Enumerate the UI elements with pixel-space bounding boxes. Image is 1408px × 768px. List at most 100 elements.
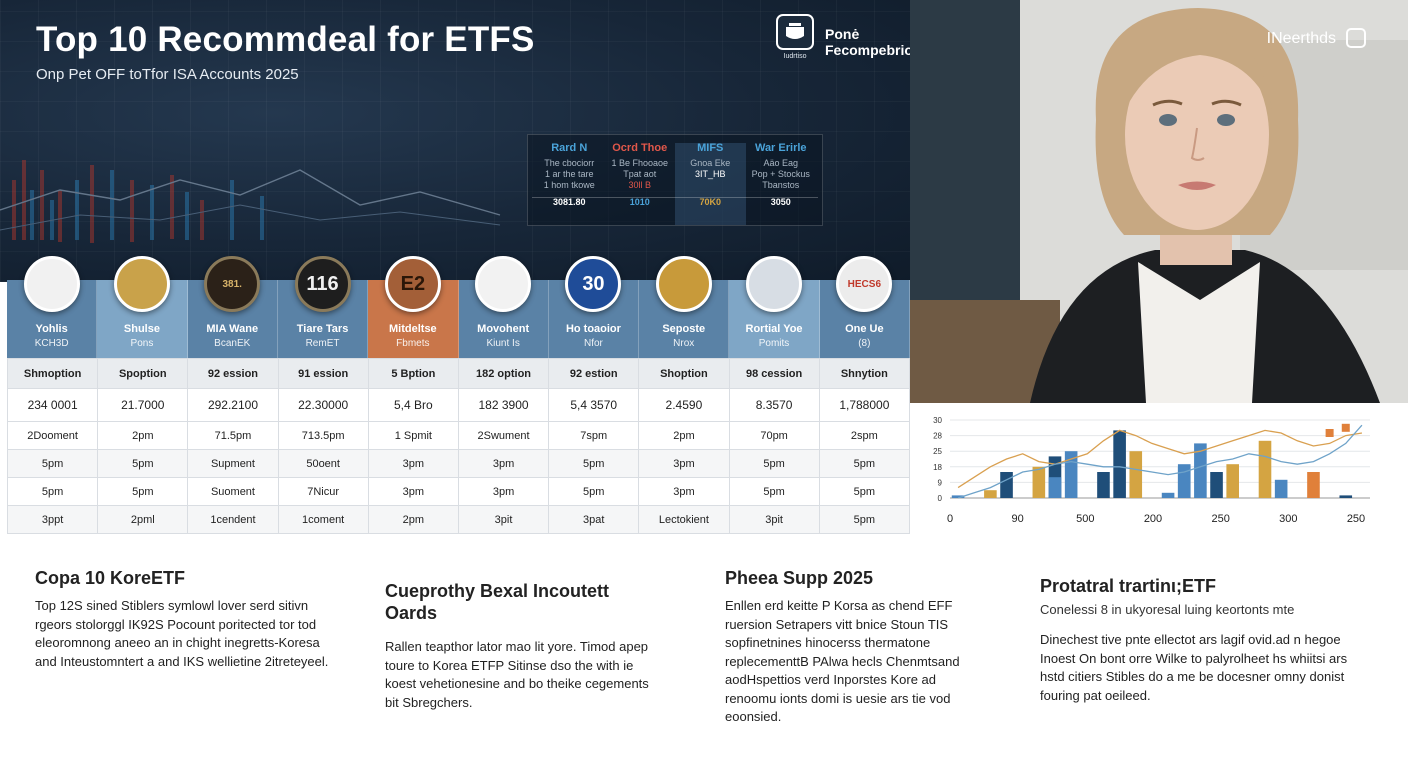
table-cell: 5pm bbox=[6, 477, 99, 506]
mini-column-value: 3050 bbox=[770, 197, 791, 207]
table-cell: 2pm bbox=[97, 421, 189, 450]
chart-bar bbox=[1064, 451, 1078, 498]
table-cell: 234 0001 bbox=[6, 388, 99, 422]
hero-banner: Top 10 Recommdeal for ETFS Onp Pet OFF t… bbox=[0, 0, 910, 282]
mini-column-line: The cbociorr bbox=[544, 158, 595, 168]
chart-x-tick-label: 300 bbox=[1279, 513, 1297, 525]
mini-column: Ocrd Thoe 1 Be Fhooaoe Tpat aot 30ll B 1… bbox=[605, 143, 676, 225]
fund-card[interactable]: Movohent Kiunt Is bbox=[458, 256, 549, 358]
chart-bar bbox=[1000, 472, 1013, 498]
fund-name: Seposte bbox=[662, 323, 706, 335]
chart-bar bbox=[1097, 472, 1110, 498]
chart-y-tick-label: 0 bbox=[938, 494, 943, 503]
chart-bar bbox=[1032, 466, 1046, 498]
logo-mark bbox=[776, 14, 814, 50]
fund-card[interactable]: 116 Tiare Tars RemET bbox=[277, 256, 369, 358]
table-cell: 1coment bbox=[277, 505, 369, 534]
article-heading: Protatral trartinι;ETF bbox=[1040, 576, 1217, 596]
table-cell: 2Swument bbox=[457, 421, 550, 450]
table-cell: 5pm bbox=[548, 477, 640, 506]
presenter-illustration bbox=[910, 0, 1408, 403]
article-column: Pheea Supp 2025 Enllen erd keitte P Kors… bbox=[725, 567, 990, 727]
article-heading: Pheea Supp 2025 bbox=[725, 568, 874, 588]
chart-x-tick-label: 250 bbox=[1347, 513, 1365, 525]
fund-name: Ho toaoior bbox=[565, 323, 621, 335]
fund-card[interactable]: Shulse Pons bbox=[97, 256, 188, 358]
fund-code: BcanEK bbox=[214, 338, 251, 349]
fund-code: (8) bbox=[858, 338, 871, 349]
table-cell: 5pm bbox=[97, 449, 189, 478]
fund-code: RemET bbox=[305, 338, 340, 349]
fund-code: Nrox bbox=[673, 338, 695, 349]
fund-card[interactable]: 381. MIA Wane BcanEK bbox=[187, 256, 278, 358]
table-cell: 2.4590 bbox=[638, 388, 730, 422]
fund-code: Pomits bbox=[758, 338, 790, 349]
chart-y-tick-label: 30 bbox=[933, 416, 942, 425]
table-cell: 91 ession bbox=[277, 358, 369, 389]
fund-card[interactable]: Seposte Nrox bbox=[639, 256, 730, 358]
table-cell: 5pm bbox=[548, 449, 640, 478]
article-heading: Copa 10 KoreETF bbox=[35, 568, 186, 588]
fund-card[interactable]: HECS6 One Ue (8) bbox=[819, 256, 910, 358]
mini-column-line: Tbanstos bbox=[762, 180, 800, 190]
chart-bar bbox=[1210, 472, 1223, 498]
article-body: Enllen erd keitte P Korsa as chend EFF r… bbox=[725, 598, 960, 724]
mini-column-spacer bbox=[675, 180, 746, 191]
chart-x-tick-label: 250 bbox=[1211, 513, 1229, 525]
table-cell: 1,788000 bbox=[818, 388, 911, 422]
mini-column-line: Pop + Stockus bbox=[751, 169, 810, 179]
table-cell: 5,4 Bro bbox=[367, 388, 459, 422]
fund-logo-icon bbox=[23, 256, 80, 312]
table-cell: 92 ession bbox=[187, 358, 279, 389]
chart-bar bbox=[1113, 430, 1126, 498]
presenter-photo: INeerthds bbox=[910, 0, 1408, 403]
chart-bar bbox=[1274, 479, 1288, 498]
table-cell: 3pm bbox=[457, 477, 550, 506]
fund-name: Tiare Tars bbox=[296, 323, 349, 335]
page-title: Top 10 Recommdeal for ETFS bbox=[36, 20, 535, 59]
article-heading: Cueprothy Bexal Incoutett Oards bbox=[385, 581, 610, 623]
fund-code: Kiunt Is bbox=[486, 338, 520, 349]
table-cell: 21.7000 bbox=[97, 388, 189, 422]
table-row: 234 0001 21.7000 292.2100 22.30000 5,4 Bro 18… bbox=[6, 388, 911, 422]
table-header-row: Shmoption Spoption 92 ession 91 ession 5 Bpt… bbox=[6, 358, 911, 389]
chart-x-tick-label: 500 bbox=[1076, 513, 1094, 525]
table-cell: 22.30000 bbox=[277, 388, 369, 422]
logo-text: Ponė Fecompebriow bbox=[825, 26, 910, 58]
fund-card[interactable]: Rortial Yoe Pomits bbox=[729, 256, 820, 358]
fund-logo-icon: HECS6 bbox=[836, 256, 893, 312]
fund-code: Pons bbox=[130, 338, 154, 349]
article-column: Protatral trartinι;ETF Conelessi 8 in uk… bbox=[1040, 575, 1350, 705]
chart-y-tick-label: 28 bbox=[933, 432, 942, 441]
mini-column-line: Gnoa Eke bbox=[690, 158, 731, 168]
table-cell: 3pat bbox=[548, 505, 640, 534]
table-cell: 182 option bbox=[457, 358, 550, 389]
mini-column: Rard N The cbociorr 1 ar the tare 1 hom … bbox=[534, 143, 605, 225]
mini-column-heading: Ocrd Thoe bbox=[612, 142, 668, 154]
table-cell: 98 cession bbox=[728, 358, 820, 389]
fund-card[interactable]: 30 Ho toaoior Nfor bbox=[548, 256, 640, 358]
fund-card[interactable]: E2 Mitdeltse Fbmets bbox=[368, 256, 459, 358]
table-cell: 5pm bbox=[728, 449, 820, 478]
table-cell: 3pm bbox=[367, 477, 459, 506]
mini-column-line: 1 hom tkowe bbox=[543, 180, 595, 190]
fund-code: Nfor bbox=[583, 338, 603, 349]
table-cell: 5pm bbox=[818, 477, 911, 506]
table-cell: 1cendent bbox=[187, 505, 279, 534]
article-body: Dinechest tive pnte ellectot ars lagif o… bbox=[1040, 632, 1348, 703]
chart-bar bbox=[1339, 495, 1353, 498]
etf-data-table: Shmoption Spoption 92 ession 91 ession 5 Bpt… bbox=[6, 358, 911, 534]
table-cell: Suoment bbox=[187, 477, 279, 506]
fund-card[interactable]: Yohlis KCH3D bbox=[7, 256, 98, 358]
mini-column: MIFS Gnoa Eke 3IT_HB 70K0 bbox=[675, 143, 746, 225]
table-cell: 7spm bbox=[548, 421, 640, 450]
table-cell: 2Dooment bbox=[6, 421, 99, 450]
mini-column-heading: Rard N bbox=[551, 142, 588, 154]
mini-column-value: 3081.80 bbox=[552, 197, 586, 207]
fund-logo-icon bbox=[113, 256, 170, 312]
mini-column-line: Tpat aot bbox=[623, 169, 657, 179]
mini-column-value: 1010 bbox=[629, 197, 650, 207]
chart-trend-line bbox=[957, 429, 1363, 489]
fund-logo-icon bbox=[655, 256, 712, 312]
chart-bar bbox=[984, 490, 997, 498]
